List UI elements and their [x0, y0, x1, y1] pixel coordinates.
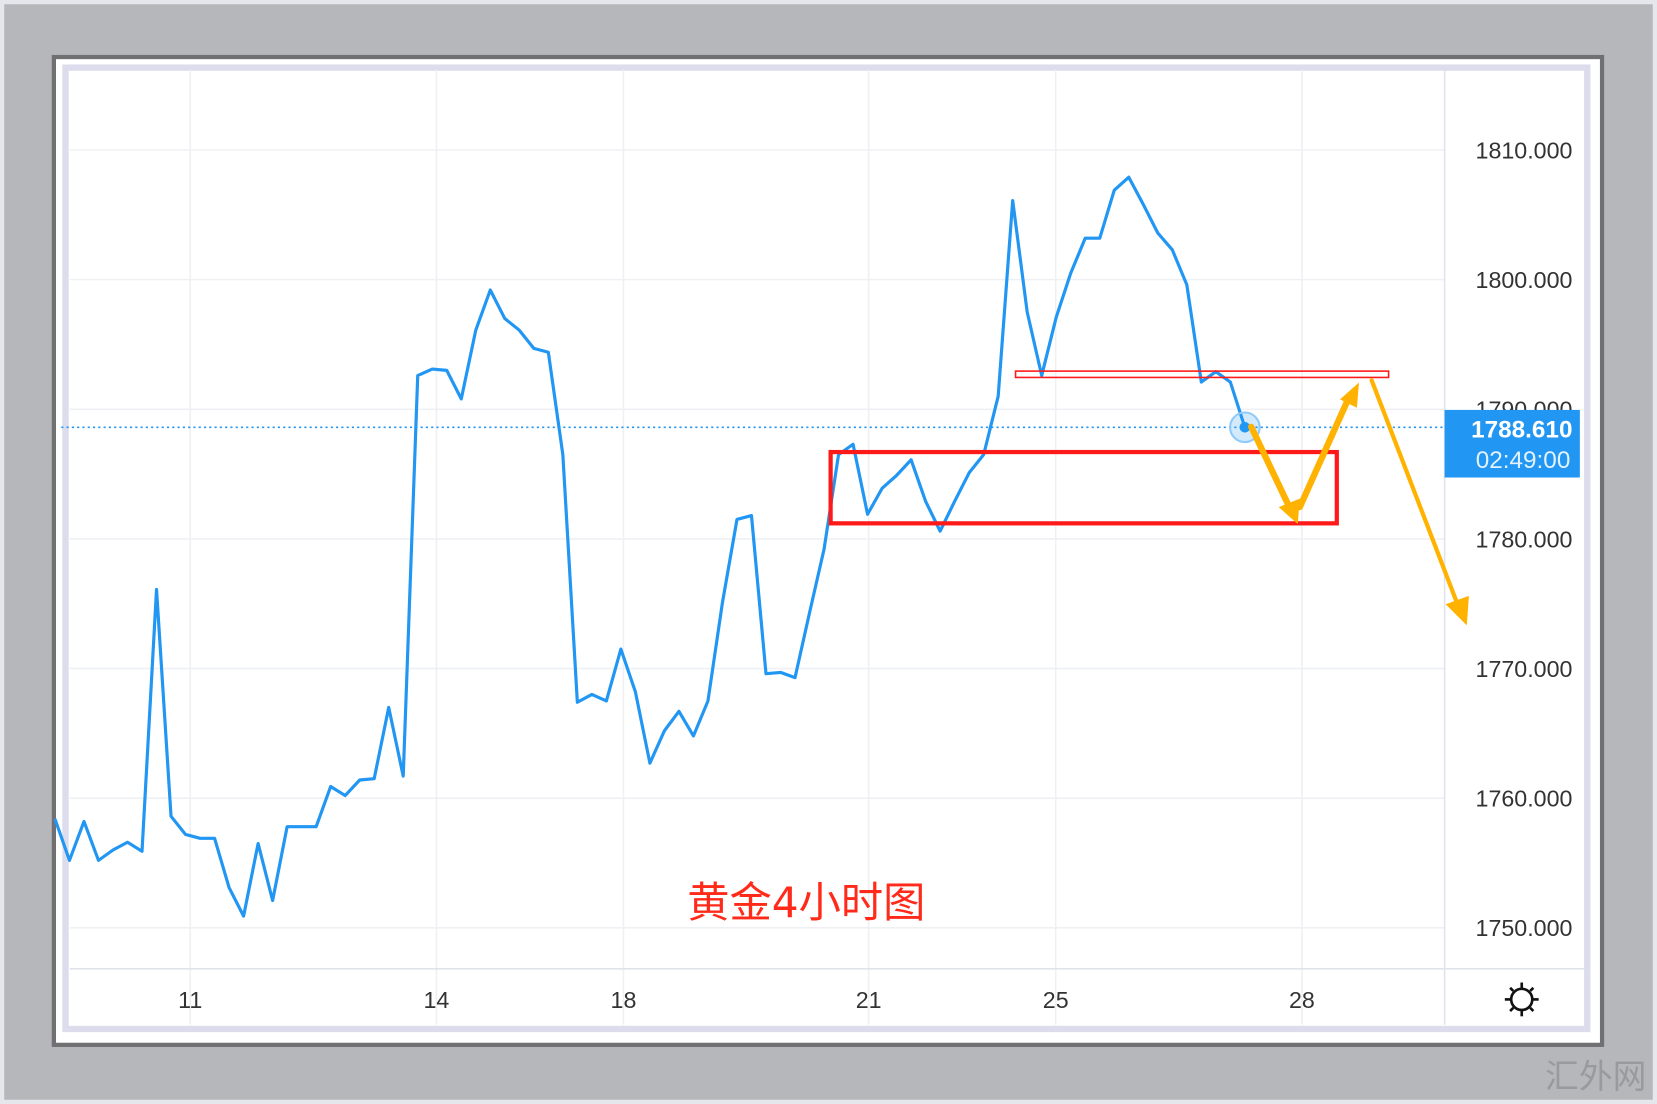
time-axis: 11 14 18 21 25 28 [178, 987, 1315, 1013]
arrowhead-down-2 [1445, 595, 1469, 626]
support-zone-box [828, 449, 1339, 526]
y-tick-label: 1760.000 [1476, 786, 1573, 812]
arrow-down-1 [1248, 423, 1295, 515]
arrowhead-down-1 [1278, 498, 1300, 525]
chart-inner-border [62, 64, 1591, 1033]
x-tick-label: 11 [178, 987, 202, 1013]
arrow-down-2 [1369, 378, 1461, 609]
last-price-label-bg [1444, 409, 1580, 478]
last-price-value: 1788.610 [1471, 416, 1572, 443]
y-tick-label: 1800.000 [1476, 267, 1573, 293]
gear-icon[interactable] [1504, 982, 1539, 1017]
last-price-marker [1239, 422, 1251, 433]
x-tick-label: 28 [1289, 987, 1315, 1013]
arrow-up [1296, 393, 1353, 511]
y-tick-label: 1810.000 [1476, 137, 1573, 163]
x-tick-label: 14 [424, 987, 450, 1013]
price-line-series [53, 175, 1247, 918]
chart-title: 黄金4小时图 [687, 878, 925, 927]
forecast-arrows [1248, 378, 1469, 626]
y-tick-label: 1750.000 [1476, 915, 1573, 941]
bar-countdown: 02:49:00 [1476, 447, 1571, 474]
x-tick-label: 21 [856, 987, 882, 1013]
arrowhead-up [1339, 382, 1359, 408]
watermark: 汇外网 [1545, 1057, 1646, 1096]
y-tick-label: 1770.000 [1476, 656, 1573, 682]
x-tick-label: 25 [1043, 987, 1069, 1013]
last-price-label: 1788.610 02:49:00 [1444, 409, 1580, 478]
resistance-line [1014, 370, 1390, 379]
grid [69, 69, 1445, 1025]
x-tick-label: 18 [611, 987, 637, 1013]
y-tick-label: 1780.000 [1476, 526, 1573, 552]
